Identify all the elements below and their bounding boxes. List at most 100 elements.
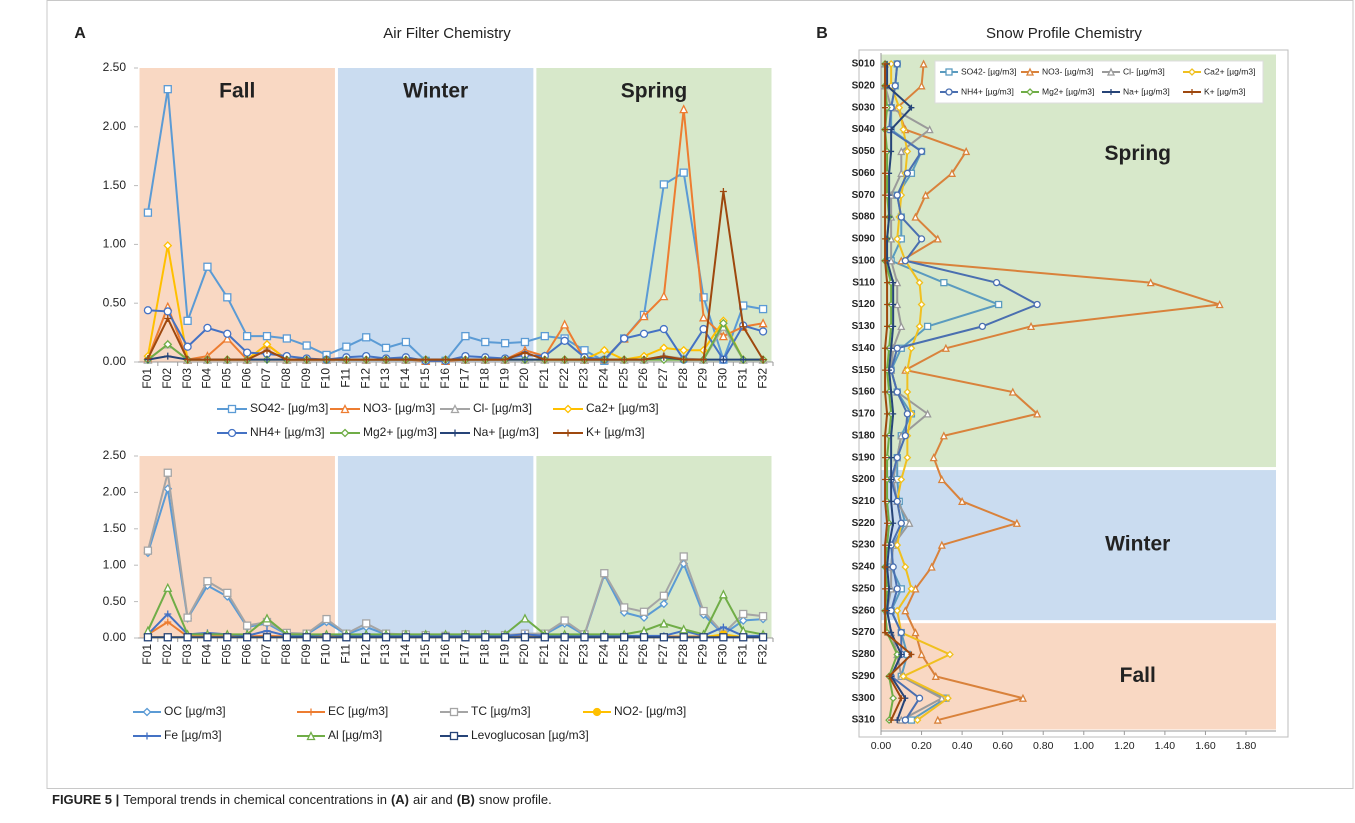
marker [893,497,901,506]
marker [580,346,589,355]
marker [919,59,928,68]
marker [893,606,902,615]
marker [943,694,952,703]
marker [903,388,912,396]
marker [659,599,669,609]
marker [917,649,926,659]
y-tick-label: S120 [852,299,876,310]
legend-item: K+ [µg/m3] [553,425,645,439]
marker [340,404,350,414]
x-tick-label: F21 [537,368,551,389]
caption-ref: (B) [457,792,475,807]
marker [917,235,926,243]
x-tick-label: 0.60 [992,740,1013,752]
marker [461,633,470,642]
x-tick-label: 0.80 [1033,740,1054,752]
legend-label: NH4+ [µg/m3] [961,86,1014,96]
marker [203,356,211,364]
x-tick-label: F29 [696,644,710,665]
marker [203,323,212,333]
legend-label: Mg2+ [µg/m3] [363,425,437,439]
marker [620,334,629,343]
marker [1025,67,1035,76]
marker [915,278,924,287]
marker [203,577,212,586]
marker [501,356,509,364]
marker [541,356,549,364]
marker [903,169,912,177]
marker [882,82,889,89]
legend-item: Mg2+ [µg/m3] [1021,86,1094,96]
marker [903,366,912,375]
caption-text: Temporal trends in chemical concentratio… [123,792,387,807]
marker [893,234,902,243]
marker [362,619,371,628]
x-tick-label: F11 [339,368,353,388]
marker [639,607,649,616]
marker [223,588,232,598]
chart-title: Air Filter Chemistry [383,25,511,42]
y-tick-label: 0.00 [103,354,127,368]
marker [340,428,350,438]
marker [901,606,910,615]
marker [758,304,768,314]
marker [739,356,747,364]
x-tick-label: F17 [458,368,472,389]
marker [659,291,669,301]
legend-item: Cl- [µg/m3] [1102,66,1165,76]
marker [164,314,172,322]
marker [698,312,709,322]
y-tick-label: S290 [852,671,876,682]
x-tick-label: F07 [259,368,273,389]
marker [884,323,891,330]
marker [282,334,291,343]
marker [889,563,897,571]
marker [659,343,669,353]
x-tick-label: F21 [537,644,551,665]
marker [915,322,924,331]
marker [897,519,905,527]
marker [163,241,173,250]
marker [563,404,573,414]
legend-label: Na+ [µg/m3] [1123,86,1170,96]
marker [521,356,529,364]
marker [719,356,727,364]
marker [884,520,891,527]
marker [659,591,669,600]
season-label: Winter [403,80,468,103]
legend-label: K+ [µg/m3] [1204,86,1246,96]
x-tick-label: F01 [140,368,154,389]
marker [183,633,192,642]
marker [739,609,748,619]
x-tick-label: F19 [497,644,511,665]
legend-item: NO2- [µg/m3] [583,704,686,718]
x-tick-label: F13 [378,644,392,665]
y-tick-label: S280 [852,649,876,660]
y-tick-label: 1.00 [103,237,127,251]
marker [640,356,648,364]
marker [242,633,252,642]
y-tick-label: S300 [852,693,876,704]
marker [978,322,987,331]
marker [659,324,669,334]
marker [263,346,271,354]
marker [451,429,459,437]
marker [227,404,237,414]
marker [899,672,908,681]
marker [882,214,889,221]
x-tick-label: F01 [140,644,154,665]
marker [1108,89,1114,95]
y-tick-label: S310 [852,715,876,726]
marker [893,585,901,593]
marker [143,633,153,642]
x-tick-label: F31 [735,368,749,389]
y-tick-label: S230 [852,540,876,551]
marker [203,633,212,642]
x-tick-label: F05 [219,644,233,665]
marker [362,333,371,342]
season-band [337,456,534,638]
marker [223,293,232,302]
marker [1033,409,1042,418]
marker [520,613,530,623]
